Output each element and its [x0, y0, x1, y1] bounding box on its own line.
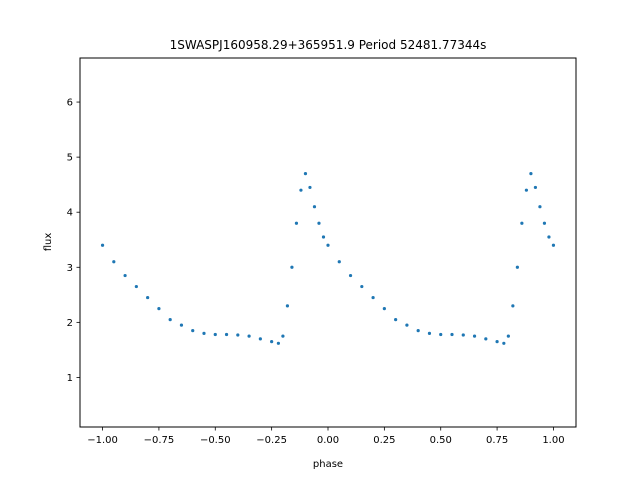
scatter-point — [484, 337, 488, 341]
scatter-point — [515, 265, 519, 269]
plot-frame — [79, 57, 577, 428]
scatter-point — [326, 243, 330, 247]
x-tick-label: 0.25 — [373, 435, 395, 446]
scatter-point — [394, 318, 398, 322]
scatter-point — [371, 295, 375, 300]
scatter-point — [506, 334, 510, 338]
y-tick-label: 6 — [67, 98, 73, 109]
scatter-point — [100, 243, 105, 247]
scatter-point — [270, 340, 274, 344]
scatter-point — [317, 221, 321, 225]
scatter-point — [258, 337, 262, 341]
scatter-point — [542, 221, 547, 225]
scatter-point — [157, 306, 161, 311]
scatter-point — [427, 331, 432, 335]
x-tick-label: 0.75 — [486, 435, 508, 446]
scatter-point — [520, 221, 524, 225]
scatter-point — [312, 205, 317, 209]
scatter-point — [511, 304, 515, 308]
scatter-point — [299, 188, 303, 192]
scatter-point — [290, 265, 294, 269]
x-axis-ticks: −1.00 −0.75 −0.50 −0.25 0.00 0.25 0.50 0.75 1.00 — [87, 427, 565, 446]
scatter-point — [547, 235, 551, 239]
x-tick-label: 0.00 — [317, 435, 339, 446]
chart-title: 1SWASPJ160958.29+365951.9 Period 52481.7… — [170, 38, 487, 52]
scatter-point — [382, 306, 386, 311]
scatter-point — [236, 333, 240, 337]
scatter-point — [529, 172, 533, 176]
scatter-points — [100, 172, 556, 345]
scatter-point — [461, 333, 465, 337]
scatter-point — [495, 340, 499, 344]
scatter-point — [281, 334, 285, 338]
scatter-point — [191, 329, 195, 333]
scatter-point — [551, 243, 556, 247]
scatter-point — [247, 334, 251, 338]
scatter-point — [112, 260, 116, 264]
y-tick-label: 2 — [67, 318, 73, 329]
y-tick-label: 3 — [67, 263, 73, 274]
scatter-point — [308, 185, 312, 190]
y-tick-label: 1 — [67, 373, 73, 384]
x-axis-label: phase — [313, 459, 343, 470]
scatter-point — [337, 260, 341, 264]
scatter-point — [294, 221, 299, 225]
scatter-point — [303, 172, 308, 176]
y-axis-label: flux — [43, 233, 54, 252]
scatter-point — [224, 332, 229, 337]
y-tick-label: 5 — [67, 153, 73, 164]
x-tick-label: −1.00 — [87, 435, 118, 446]
x-tick-label: −0.25 — [256, 435, 287, 446]
x-tick-label: −0.75 — [144, 435, 175, 446]
scatter-point — [285, 304, 290, 308]
scatter-point — [276, 341, 280, 345]
scatter-point — [450, 332, 454, 337]
scatter-point — [146, 295, 150, 300]
scatter-point — [134, 284, 138, 289]
scatter-point — [179, 323, 184, 327]
scatter-point — [168, 318, 172, 322]
scatter-point — [502, 341, 506, 345]
scatter-point — [416, 329, 420, 333]
scatter-point — [213, 332, 217, 337]
scatter-point — [123, 273, 127, 278]
x-tick-label: 0.50 — [430, 435, 452, 446]
scatter-point — [538, 205, 542, 209]
y-axis-ticks: 1 2 3 4 5 6 — [67, 98, 80, 384]
y-tick-label: 4 — [67, 208, 73, 219]
x-tick-label: 1.00 — [542, 435, 564, 446]
scatter-point — [360, 284, 364, 289]
scatter-point — [524, 188, 529, 192]
scatter-point — [472, 334, 477, 338]
scatter-point — [321, 235, 326, 239]
scatter-point — [348, 273, 353, 278]
scatter-point — [439, 332, 443, 337]
scatter-point — [533, 185, 538, 190]
x-tick-label: −0.50 — [200, 435, 231, 446]
scatter-point — [202, 331, 206, 335]
scatter-point — [405, 323, 409, 327]
